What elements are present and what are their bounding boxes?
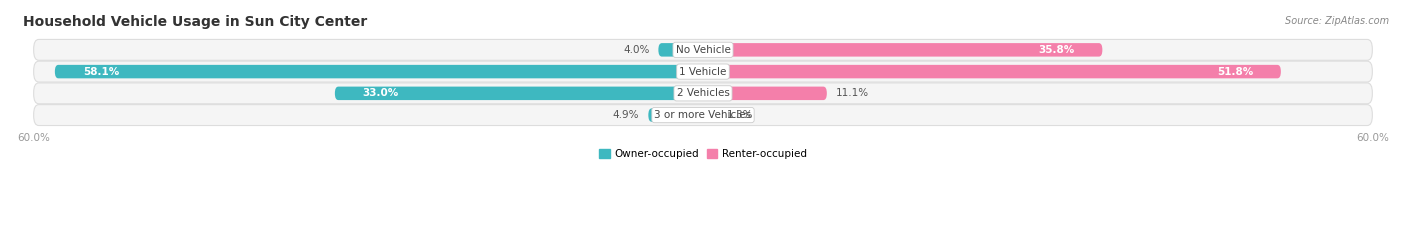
Text: Household Vehicle Usage in Sun City Center: Household Vehicle Usage in Sun City Cent… (22, 15, 367, 29)
FancyBboxPatch shape (703, 43, 1102, 57)
FancyBboxPatch shape (34, 39, 1372, 60)
Text: 58.1%: 58.1% (83, 67, 120, 77)
Text: 33.0%: 33.0% (363, 88, 399, 98)
FancyBboxPatch shape (34, 61, 1372, 82)
Text: 1 Vehicle: 1 Vehicle (679, 67, 727, 77)
Text: 4.9%: 4.9% (613, 110, 640, 120)
FancyBboxPatch shape (55, 65, 703, 78)
Text: 4.0%: 4.0% (623, 45, 650, 55)
Text: 1.3%: 1.3% (727, 110, 754, 120)
Text: 11.1%: 11.1% (835, 88, 869, 98)
FancyBboxPatch shape (648, 108, 703, 122)
Text: 2 Vehicles: 2 Vehicles (676, 88, 730, 98)
FancyBboxPatch shape (335, 87, 703, 100)
Text: 35.8%: 35.8% (1038, 45, 1074, 55)
FancyBboxPatch shape (703, 108, 717, 122)
Text: No Vehicle: No Vehicle (675, 45, 731, 55)
Text: 51.8%: 51.8% (1216, 67, 1253, 77)
Text: Source: ZipAtlas.com: Source: ZipAtlas.com (1285, 16, 1389, 26)
FancyBboxPatch shape (34, 105, 1372, 126)
FancyBboxPatch shape (703, 65, 1281, 78)
FancyBboxPatch shape (703, 87, 827, 100)
Text: 3 or more Vehicles: 3 or more Vehicles (654, 110, 752, 120)
FancyBboxPatch shape (658, 43, 703, 57)
FancyBboxPatch shape (34, 83, 1372, 104)
Legend: Owner-occupied, Renter-occupied: Owner-occupied, Renter-occupied (595, 145, 811, 163)
